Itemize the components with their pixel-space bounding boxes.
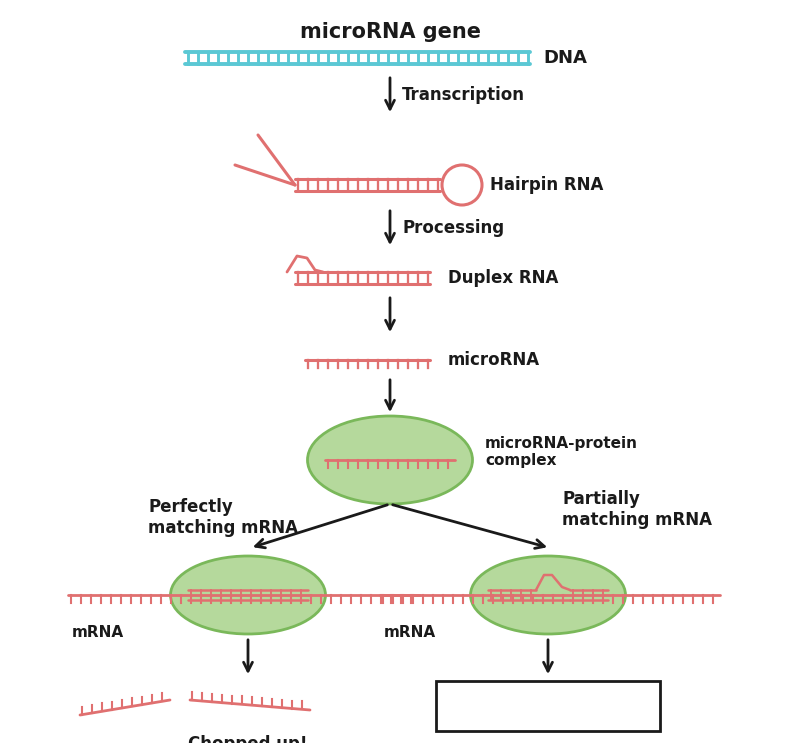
FancyBboxPatch shape xyxy=(436,681,660,731)
Text: mRNA: mRNA xyxy=(384,625,436,640)
Text: Duplex RNA: Duplex RNA xyxy=(448,269,558,287)
Text: DNA: DNA xyxy=(543,49,587,67)
Ellipse shape xyxy=(170,556,326,634)
Text: microRNA: microRNA xyxy=(448,351,540,369)
Text: No translation: No translation xyxy=(476,697,620,715)
Ellipse shape xyxy=(470,556,626,634)
Text: Perfectly
matching mRNA: Perfectly matching mRNA xyxy=(148,498,298,536)
Ellipse shape xyxy=(307,416,473,504)
Text: Chopped up!: Chopped up! xyxy=(188,735,308,743)
Text: mRNA: mRNA xyxy=(72,625,124,640)
Text: Hairpin RNA: Hairpin RNA xyxy=(490,176,603,194)
Text: Transcription: Transcription xyxy=(402,86,525,104)
Text: microRNA gene: microRNA gene xyxy=(299,22,481,42)
Text: microRNA-protein
complex: microRNA-protein complex xyxy=(485,436,638,468)
Text: Processing: Processing xyxy=(402,219,504,237)
Text: Partially
matching mRNA: Partially matching mRNA xyxy=(562,490,712,529)
